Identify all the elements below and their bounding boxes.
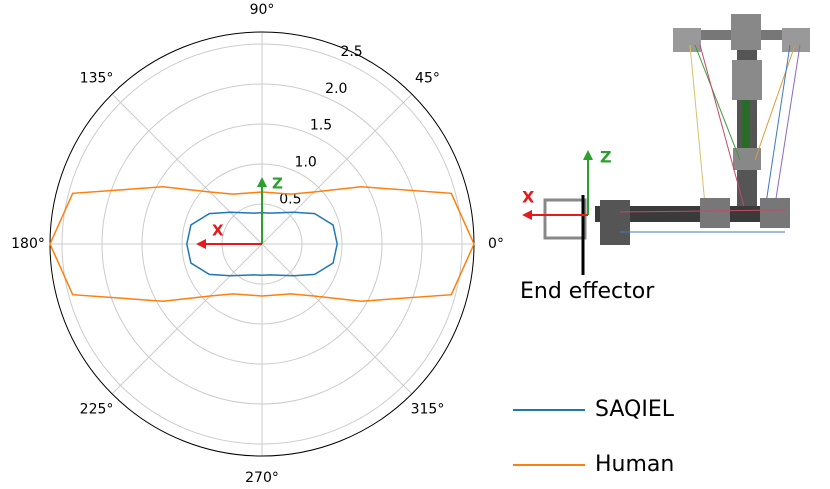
r-tick-label: 2.0 [325, 81, 347, 97]
annotation: X [212, 222, 224, 240]
horizontal-arm [595, 206, 790, 222]
joint [760, 198, 790, 228]
pulley [731, 14, 761, 50]
x-arrowhead [522, 210, 532, 220]
z-arrowhead [257, 177, 267, 187]
grid-ring [61, 43, 463, 445]
grid-ring [141, 123, 383, 365]
string [754, 44, 796, 161]
theta-tick-label: 0° [488, 236, 504, 252]
grid-spoke [261, 243, 413, 395]
z-arrowhead [583, 150, 593, 160]
joint [600, 200, 630, 245]
string [764, 44, 791, 211]
theta-tick-label: 90° [250, 2, 275, 18]
legend-label: Human [595, 452, 674, 477]
grid-spoke [111, 93, 263, 245]
theta-tick-label: 225° [80, 401, 114, 417]
robot-diagram: Z X End effector [520, 14, 810, 304]
series-line [186, 211, 338, 277]
string [694, 44, 741, 161]
series-line [49, 186, 475, 302]
string [699, 44, 746, 211]
x-label: X [522, 188, 535, 207]
theta-tick-label: 45° [415, 71, 440, 87]
grid-spoke [111, 243, 263, 395]
annotation: Z [272, 175, 283, 193]
pulley [782, 28, 810, 52]
r-tick-label: 1.0 [295, 155, 317, 171]
grid-spoke [261, 93, 413, 245]
theta-tick-label: 135° [80, 71, 114, 87]
joint [733, 148, 761, 170]
grid-ring [101, 83, 423, 405]
theta-tick-label: 180° [11, 236, 45, 252]
grid-ring [181, 163, 343, 325]
string [774, 44, 801, 206]
arm-core [742, 100, 750, 150]
legend-label: SAQIEL [595, 397, 675, 422]
end-frame [543, 198, 587, 240]
string [619, 209, 786, 213]
string [689, 44, 706, 206]
joint [732, 60, 762, 100]
theta-tick-label: 315° [411, 401, 445, 417]
end-effector-label: End effector [520, 279, 655, 304]
r-tick-label: 0.5 [279, 192, 301, 208]
joint [700, 198, 730, 228]
x-arrowhead [196, 239, 206, 249]
theta-tick-label: 270° [245, 470, 279, 485]
z-label: Z [600, 148, 612, 167]
r-tick-label: 1.5 [310, 118, 332, 134]
